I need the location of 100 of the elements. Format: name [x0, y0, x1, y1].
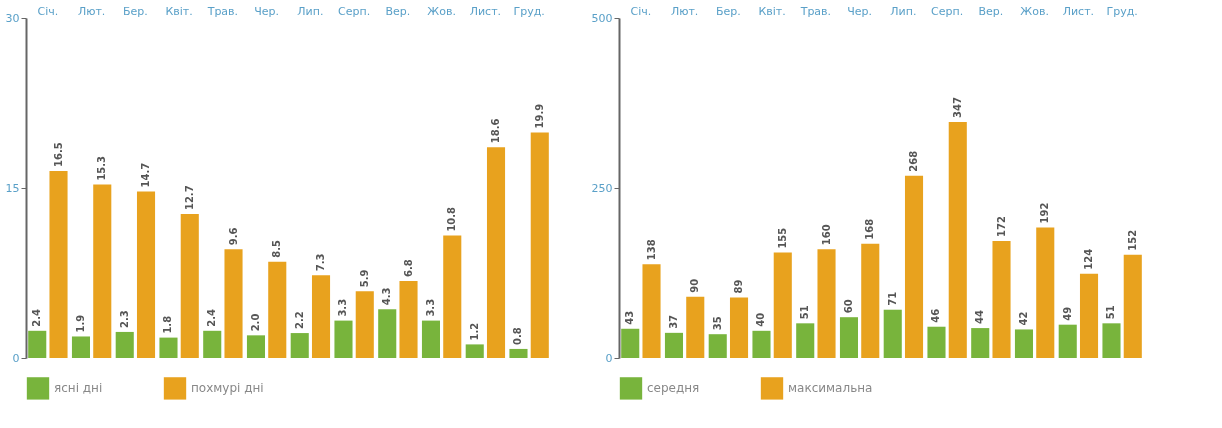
- data-label: 35: [711, 316, 723, 331]
- data-label: 42: [1017, 311, 1029, 326]
- data-label: 2.4: [31, 309, 43, 327]
- x-tick-label: Квіт.: [758, 4, 786, 18]
- bar: [530, 132, 549, 358]
- bar: [1102, 323, 1121, 358]
- data-label: 155: [776, 227, 788, 249]
- bar: [159, 337, 178, 358]
- bar: [1014, 329, 1034, 358]
- data-label: 10.8: [446, 206, 458, 232]
- x-tick-label: Вер.: [978, 4, 1004, 18]
- data-label: 37: [667, 314, 679, 329]
- data-label: 8.5: [271, 239, 283, 258]
- x-tick-label: Трав.: [799, 4, 832, 18]
- data-label: 172: [995, 216, 1007, 238]
- data-label: 1.8: [162, 315, 174, 334]
- data-label: 12.7: [183, 185, 195, 211]
- data-label: 4.3: [381, 287, 393, 306]
- bar: [686, 296, 705, 358]
- bar: [992, 241, 1011, 358]
- bar: [773, 252, 792, 358]
- data-label: 160: [820, 224, 832, 246]
- y-tick-label: 500: [591, 11, 613, 25]
- bar: [136, 191, 156, 358]
- data-label: 9.6: [227, 227, 239, 246]
- x-tick-label: Серп.: [338, 4, 371, 18]
- bar: [904, 175, 924, 358]
- bar: [355, 291, 374, 358]
- x-tick-label: Серп.: [931, 4, 964, 18]
- bar: [224, 249, 243, 358]
- data-label: 7.3: [315, 253, 327, 272]
- bar: [71, 336, 91, 358]
- bar: [971, 328, 990, 358]
- x-tick-label: Лип.: [297, 4, 324, 18]
- data-label: 138: [645, 239, 657, 261]
- bar: [378, 309, 397, 358]
- data-label: 6.8: [402, 259, 414, 277]
- y-tick-label: 250: [591, 181, 613, 195]
- bar: [642, 264, 661, 358]
- x-tick-label: Груд.: [1106, 4, 1138, 18]
- data-label: 124: [1083, 248, 1095, 270]
- bar: [311, 275, 331, 358]
- legend-label: максимальна: [788, 381, 873, 396]
- bar: [839, 317, 859, 358]
- data-label: 40: [755, 312, 767, 327]
- x-tick-label: Чер.: [847, 4, 873, 18]
- bar: [621, 328, 640, 358]
- data-label: 192: [1039, 202, 1051, 224]
- bar: [49, 171, 68, 358]
- data-label: 90: [689, 278, 701, 293]
- data-label: 1.2: [468, 322, 480, 341]
- data-label: 16.5: [52, 142, 64, 167]
- y-tick-label: 0: [605, 351, 613, 365]
- bar: [664, 332, 684, 358]
- bar: [93, 184, 112, 358]
- bar: [465, 344, 484, 358]
- data-label: 152: [1126, 229, 1138, 251]
- legend-label: ясні дні: [54, 381, 103, 396]
- x-tick-label: Лист.: [1062, 4, 1095, 18]
- data-label: 49: [1061, 306, 1073, 321]
- data-label: 0.8: [512, 327, 524, 345]
- bar: [1123, 254, 1142, 358]
- x-tick-label: Лист.: [469, 4, 502, 18]
- x-tick-label: Трав.: [206, 4, 239, 18]
- x-tick-label: Бер.: [122, 4, 148, 18]
- bar: [421, 320, 441, 358]
- bar: [883, 309, 902, 358]
- bar: [28, 330, 47, 358]
- x-tick-label: Жов.: [1020, 4, 1049, 18]
- data-label: 71: [886, 291, 898, 306]
- data-label: 18.6: [490, 118, 502, 144]
- bar: [1036, 227, 1055, 358]
- data-label: 3.3: [424, 298, 436, 317]
- y-tick-label: 0: [12, 351, 20, 365]
- data-label: 89: [733, 279, 745, 294]
- bar: [509, 348, 528, 358]
- bar: [268, 261, 287, 358]
- bar: [861, 243, 880, 358]
- data-label: 43: [624, 310, 636, 325]
- x-tick-label: Груд.: [513, 4, 545, 18]
- data-label: 2.0: [249, 313, 261, 332]
- data-label: 268: [908, 150, 920, 172]
- data-label: 46: [930, 308, 942, 323]
- bar: [1079, 273, 1099, 358]
- data-label: 14.7: [140, 162, 152, 188]
- data-label: 2.4: [206, 309, 218, 327]
- legend-label: похмурі дні: [191, 381, 264, 396]
- bar: [1058, 324, 1077, 358]
- y-tick-label: 30: [5, 11, 20, 25]
- bar: [817, 249, 836, 358]
- bar: [290, 333, 309, 358]
- x-tick-label: Вер.: [385, 4, 411, 18]
- data-label: 1.9: [74, 314, 86, 333]
- bar: [752, 330, 771, 358]
- legend-label: середня: [647, 381, 700, 396]
- bar: [115, 331, 134, 358]
- bar: [246, 335, 266, 358]
- bar: [708, 334, 727, 358]
- bar: [443, 235, 462, 358]
- data-label: 60: [842, 299, 854, 314]
